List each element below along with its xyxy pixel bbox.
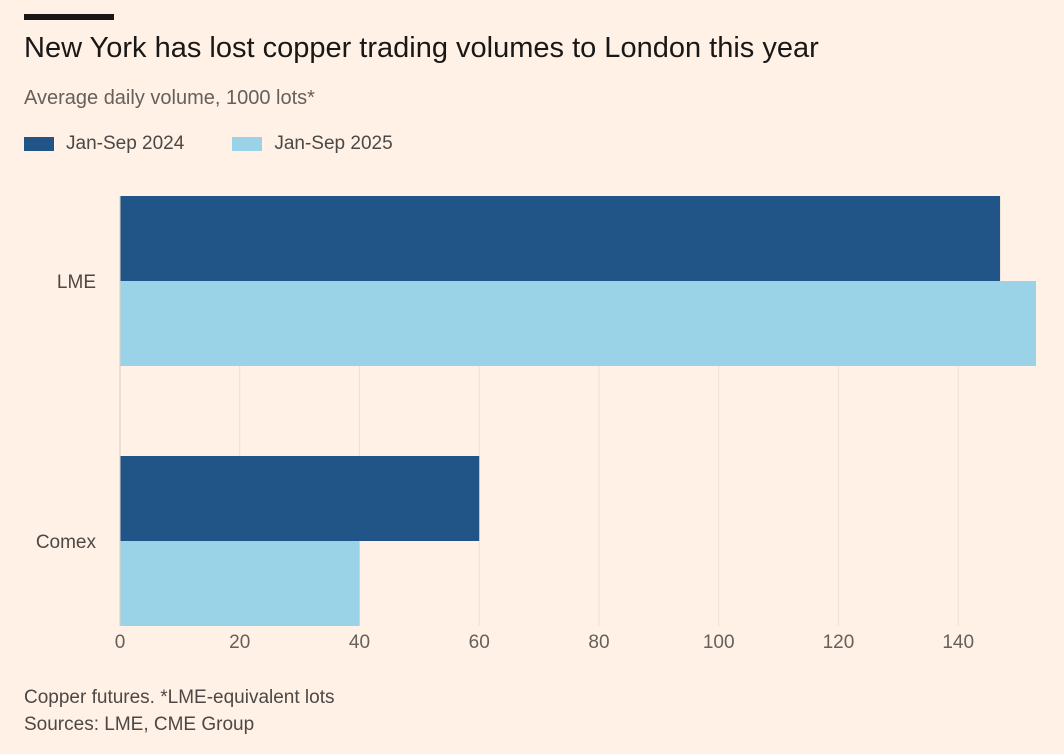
legend-item-2024: Jan-Sep 2024 bbox=[24, 133, 184, 155]
sources: Sources: LME, CME Group bbox=[24, 714, 255, 735]
legend-swatch-2025 bbox=[232, 137, 263, 151]
x-tick-label-0: 0 bbox=[115, 632, 126, 653]
legend-swatch-2024 bbox=[24, 137, 54, 151]
x-tick-label-40: 40 bbox=[349, 632, 370, 653]
y-category-label-comex: Comex bbox=[36, 532, 97, 553]
bar-lme-jan-sep-2025 bbox=[120, 281, 1036, 366]
bar-comex-jan-sep-2024 bbox=[120, 456, 480, 541]
bar-chart: 0 20 40 60 80 100 120 140 LME Comex bbox=[36, 196, 1036, 653]
footnote: Copper futures. *LME-equivalent lots bbox=[24, 687, 335, 708]
legend-label-2024: Jan-Sep 2024 bbox=[66, 133, 185, 154]
x-tick-label-20: 20 bbox=[229, 632, 250, 653]
chart-subtitle: Average daily volume, 1000 lots* bbox=[24, 87, 315, 109]
chart-title: New York has lost copper trading volumes… bbox=[24, 32, 819, 64]
legend: Jan-Sep 2024 Jan-Sep 2025 bbox=[24, 133, 441, 155]
bar-comex-jan-sep-2025 bbox=[120, 541, 360, 626]
x-tick-label-120: 120 bbox=[823, 632, 855, 653]
x-tick-label-80: 80 bbox=[588, 632, 609, 653]
x-tick-label-60: 60 bbox=[469, 632, 490, 653]
x-tick-label-140: 140 bbox=[942, 632, 974, 653]
legend-item-2025: Jan-Sep 2025 bbox=[232, 133, 393, 155]
legend-label-2025: Jan-Sep 2025 bbox=[274, 133, 393, 154]
y-category-label-lme: LME bbox=[57, 272, 96, 293]
x-tick-label-100: 100 bbox=[703, 632, 735, 653]
header-rule bbox=[24, 14, 114, 20]
bar-lme-jan-sep-2024 bbox=[120, 196, 1001, 281]
